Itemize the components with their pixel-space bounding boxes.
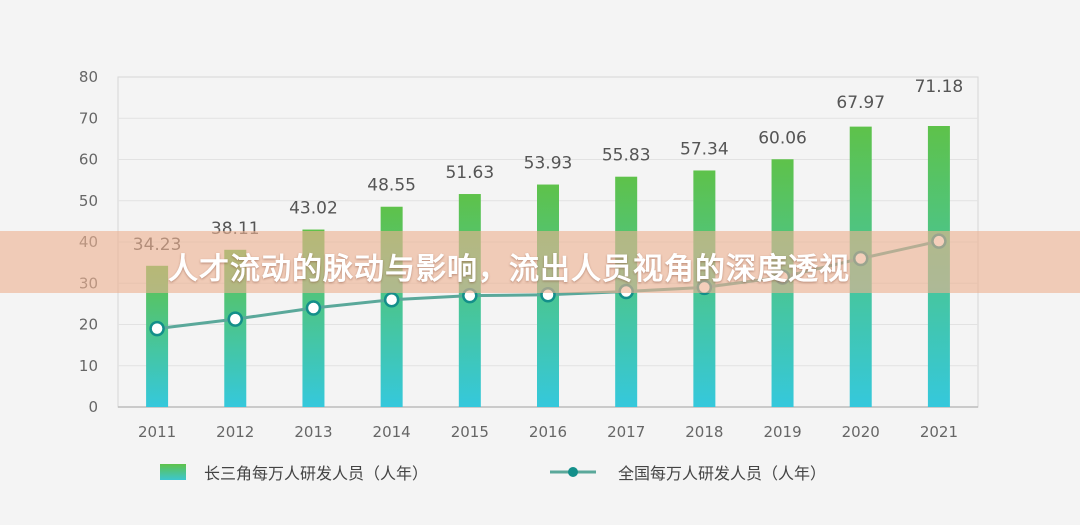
- x-tick-label: 2019: [763, 423, 801, 441]
- y-tick-label: 50: [79, 192, 98, 210]
- x-tick-label: 2013: [294, 423, 332, 441]
- bar-value-label: 48.55: [367, 176, 416, 196]
- line-point: [305, 300, 322, 316]
- y-tick-label: 70: [79, 109, 98, 127]
- x-tick-label: 2012: [216, 423, 254, 441]
- bar-value-label: 53.93: [524, 154, 573, 174]
- x-tick-label: 2018: [685, 423, 723, 441]
- legend-item-bar: 长三角每万人研发人员（人年）: [160, 460, 428, 484]
- x-tick-label: 2021: [920, 423, 958, 441]
- x-tick-label: 2016: [529, 423, 567, 441]
- bar-value-label: 43.02: [289, 199, 338, 219]
- y-tick-label: 10: [79, 357, 98, 375]
- line-point: [227, 311, 244, 327]
- x-tick-label: 2014: [373, 423, 411, 441]
- overlay-title: 人才流动的脉动与影响，流出人员视角的深度透视: [168, 252, 850, 287]
- legend-item-line: 全国每万人研发人员（人年）: [548, 460, 826, 484]
- legend-label-line: 全国每万人研发人员（人年）: [618, 464, 827, 483]
- y-tick-label: 80: [79, 68, 98, 86]
- x-tick-label: 2011: [138, 423, 176, 441]
- y-tick-label: 0: [88, 398, 98, 416]
- x-tick-label: 2017: [607, 423, 645, 441]
- bar-value-label: 67.97: [836, 93, 885, 113]
- y-tick-label: 20: [79, 316, 98, 334]
- legend-swatch-line: [550, 467, 596, 477]
- line-point: [149, 320, 165, 337]
- bar-value-label: 57.34: [680, 139, 729, 159]
- bar-value-label: 55.83: [602, 146, 651, 166]
- line-point: [383, 292, 400, 308]
- x-tick-label: 2015: [451, 423, 489, 441]
- title-banner: [0, 231, 1080, 293]
- y-tick-label: 60: [79, 151, 98, 169]
- bar-value-label: 60.06: [758, 128, 807, 148]
- bar: [146, 265, 169, 407]
- legend-label-bar: 长三角每万人研发人员（人年）: [204, 464, 429, 483]
- bar-value-label: 71.18: [915, 77, 964, 97]
- x-tick-label: 2020: [842, 423, 880, 441]
- bar-value-label: 51.63: [445, 163, 494, 183]
- legend-swatch-bar: [160, 464, 186, 480]
